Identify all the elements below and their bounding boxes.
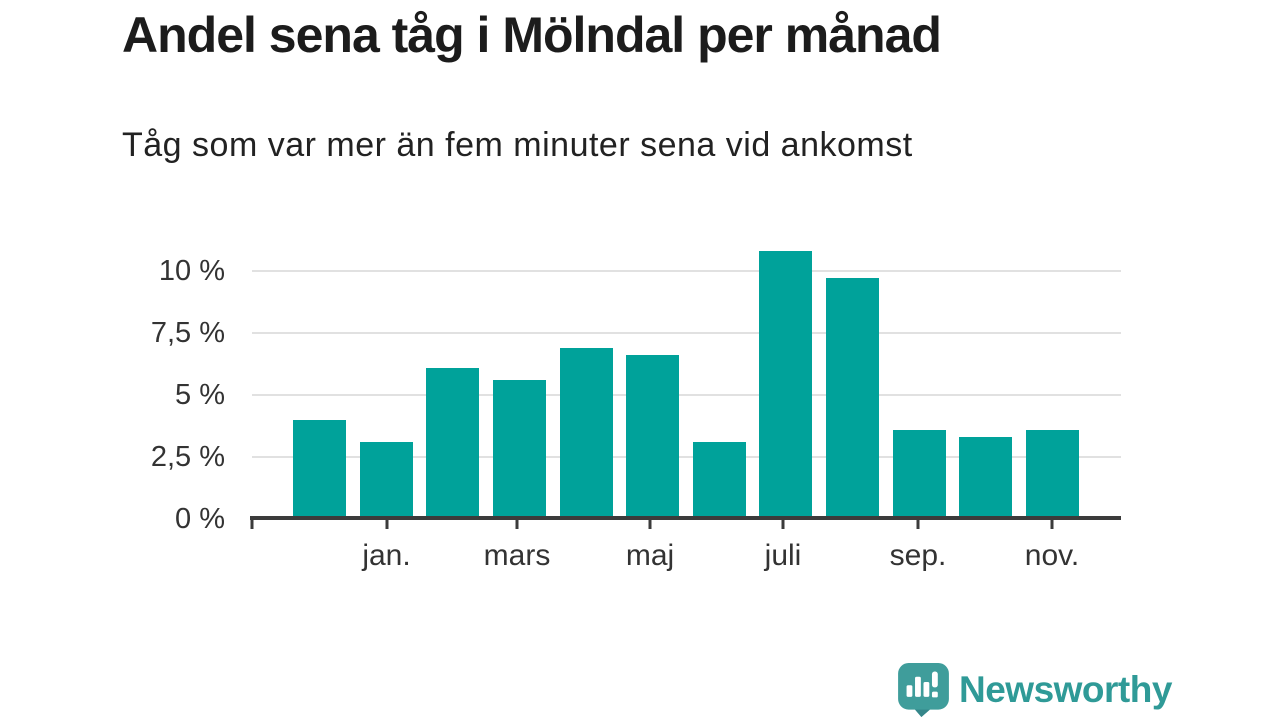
gridline (252, 456, 1121, 458)
x-axis-tick (385, 520, 388, 529)
bar (559, 347, 613, 519)
x-axis-label: nov. (1024, 539, 1080, 572)
bar (359, 442, 413, 519)
y-axis-label: 0 % (175, 503, 225, 535)
chart-title: Andel sena tåg i Mölndal per månad (122, 7, 942, 63)
gridline (252, 394, 1121, 396)
x-axis-tick (916, 520, 920, 529)
newsworthy-chart-bubble-icon (898, 663, 949, 717)
bar (492, 380, 546, 519)
bars (293, 229, 1079, 519)
bar (892, 429, 946, 519)
bar (759, 251, 813, 519)
brand-name: Newsworthy (959, 669, 1172, 710)
y-axis-label: 5 % (175, 379, 225, 411)
x-axis-label: jan. (362, 539, 411, 572)
x-axis-line (250, 516, 1121, 520)
x-axis-tick (781, 520, 785, 529)
x-axis-label: mars (483, 539, 551, 572)
bar (692, 442, 746, 519)
bar (826, 278, 879, 519)
x-axis-label: sep. (889, 539, 947, 572)
bar (1025, 429, 1079, 519)
x-axis-tick (648, 520, 652, 529)
x-axis-label: juli (764, 539, 802, 572)
gridline (252, 332, 1121, 334)
x-axis-tick (250, 520, 254, 529)
bar (959, 437, 1013, 519)
bar (293, 419, 346, 519)
gridline (252, 270, 1121, 272)
y-axis-label: 7,5 % (150, 317, 225, 349)
bar (626, 355, 680, 519)
brand-footer: Newsworthy (898, 663, 1172, 717)
y-axis-label: 2,5 % (150, 441, 225, 473)
x-axis-label: maj (625, 539, 675, 572)
x-axis-tick (1050, 520, 1054, 529)
chart-subtitle: Tåg som var mer än fem minuter sena vid … (122, 126, 913, 164)
x-axis-tick (515, 520, 519, 529)
y-axis-label: 10 % (158, 255, 225, 287)
bar (426, 367, 480, 519)
